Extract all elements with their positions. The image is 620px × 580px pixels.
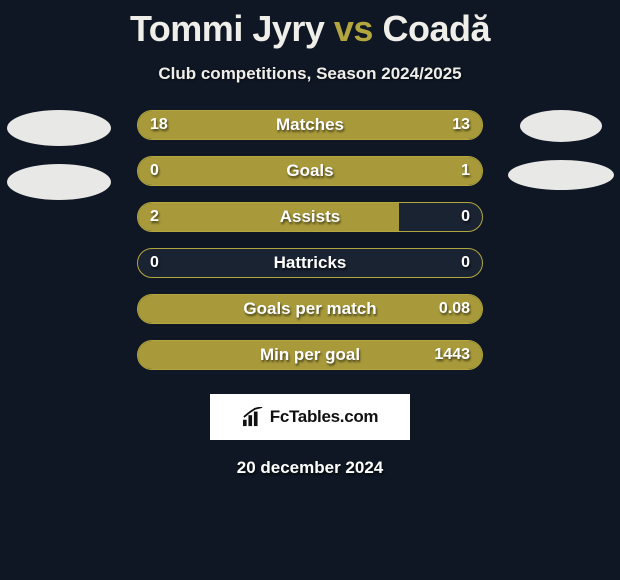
- bar-value-right: 1443: [434, 341, 470, 369]
- player2-photos: [506, 110, 616, 190]
- subtitle: Club competitions, Season 2024/2025: [0, 64, 620, 84]
- bar-label: Min per goal: [138, 341, 482, 369]
- bar-label: Assists: [138, 203, 482, 231]
- avatar: [508, 160, 614, 190]
- stat-bar: 18Matches13: [137, 110, 483, 140]
- stat-bar: Goals per match0.08: [137, 294, 483, 324]
- bar-label: Goals per match: [138, 295, 482, 323]
- date-text: 20 december 2024: [0, 458, 620, 478]
- avatar: [520, 110, 602, 142]
- brand-badge: FcTables.com: [210, 394, 410, 440]
- vs-text: vs: [334, 8, 373, 49]
- stats-area: 18Matches130Goals12Assists00Hattricks0Go…: [0, 110, 620, 370]
- bar-label: Matches: [138, 111, 482, 139]
- bar-value-right: 0.08: [439, 295, 470, 323]
- avatar: [7, 164, 111, 200]
- stat-bar: 2Assists0: [137, 202, 483, 232]
- stat-bars: 18Matches130Goals12Assists00Hattricks0Go…: [137, 110, 483, 370]
- stat-bar: Min per goal1443: [137, 340, 483, 370]
- player2-name: Coadă: [382, 8, 490, 49]
- page-title: Tommi Jyry vs Coadă: [0, 8, 620, 50]
- bar-value-right: 13: [452, 111, 470, 139]
- bar-value-right: 0: [461, 249, 470, 277]
- player1-photos: [4, 110, 114, 200]
- bar-value-right: 1: [461, 157, 470, 185]
- player1-name: Tommi Jyry: [130, 8, 324, 49]
- bar-value-right: 0: [461, 203, 470, 231]
- stat-bar: 0Hattricks0: [137, 248, 483, 278]
- avatar: [7, 110, 111, 146]
- stat-bar: 0Goals1: [137, 156, 483, 186]
- chart-icon: [242, 407, 264, 427]
- brand-text: FcTables.com: [270, 407, 379, 427]
- bar-label: Goals: [138, 157, 482, 185]
- bar-label: Hattricks: [138, 249, 482, 277]
